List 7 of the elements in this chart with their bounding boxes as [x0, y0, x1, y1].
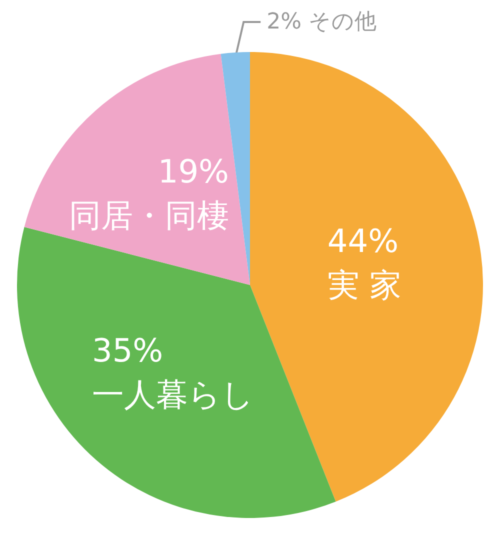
slice-label: 一人暮らし [92, 375, 254, 414]
slice-label: 同居・同棲 [68, 196, 229, 235]
slice-label: 実 家 [327, 266, 402, 304]
data-label: 35% [92, 331, 164, 370]
slice-label: 2% その他 [266, 10, 377, 34]
data-label: 19% [158, 152, 229, 191]
data-label: 44% [327, 222, 398, 260]
